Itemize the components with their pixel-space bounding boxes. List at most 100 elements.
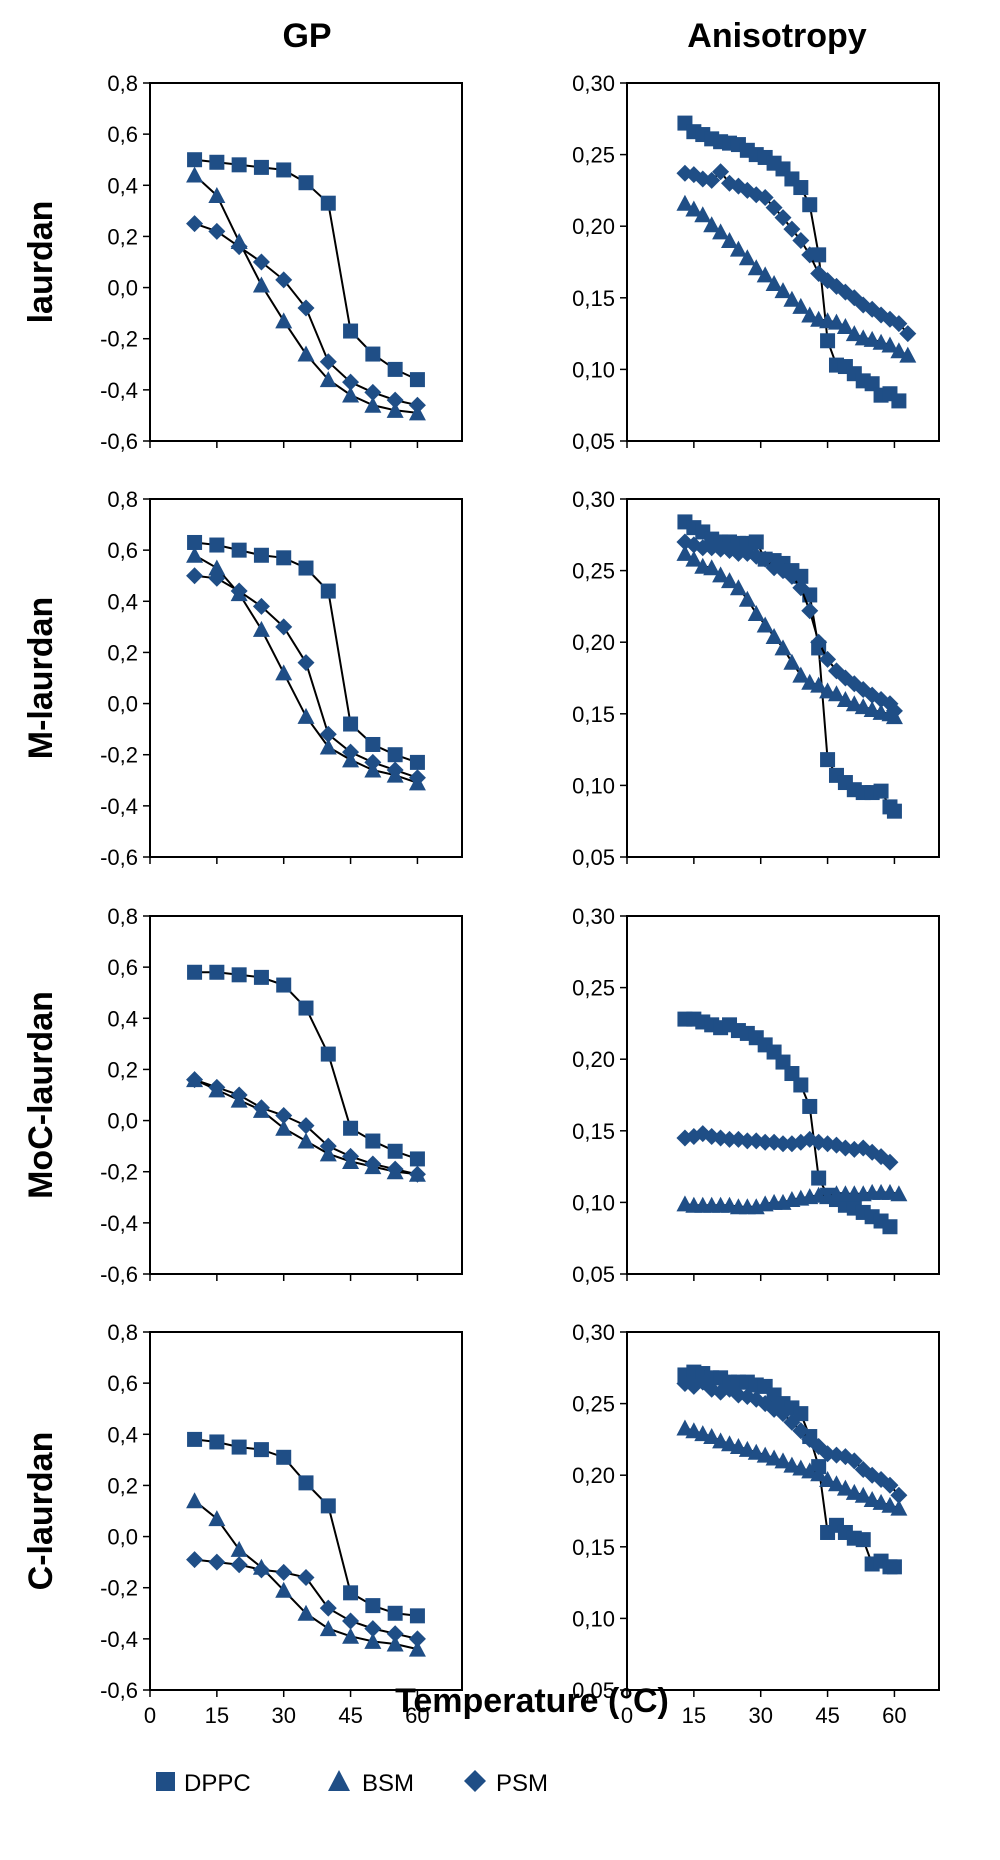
panel-laurdan-gp-bsm-point — [342, 386, 360, 403]
legend: DPPC BSM PSM — [156, 1770, 548, 1797]
panel-m-laurdan-anisotropy-psm-point — [885, 702, 903, 720]
panel-laurdan-anisotropy-ytick-label: 0,05 — [572, 429, 615, 454]
panel-m-laurdan-gp-dppc-point — [365, 736, 381, 752]
panel-moc-laurdan-anisotropy-ytick-label: 0,25 — [572, 976, 615, 1001]
panel-moc-laurdan-gp-dppc-point — [409, 1151, 425, 1167]
panel-moc-laurdan-gp-dppc-point — [187, 964, 203, 980]
panel-m-laurdan-gp-psm-point — [252, 597, 270, 615]
panel-laurdan-gp-dppc-point — [276, 162, 292, 178]
panel-laurdan-anisotropy-dppc-point — [811, 247, 827, 263]
panel-laurdan-anisotropy-bsm-point — [827, 313, 845, 330]
panel-moc-laurdan-anisotropy-bsm-point — [890, 1185, 908, 1202]
panel-laurdan-anisotropy-ytick-label: 0,25 — [572, 143, 615, 168]
panel-m-laurdan-anisotropy-psm-point — [792, 579, 810, 597]
panel-laurdan-anisotropy-bsm-point — [676, 194, 694, 211]
panel-m-laurdan-gp-ytick-label: -0,6 — [100, 845, 138, 870]
panel-laurdan-anisotropy-bsm-point — [899, 346, 917, 363]
panel-laurdan-anisotropy-psm-point — [801, 246, 819, 264]
panel-c-laurdan-gp-dppc-point — [409, 1608, 425, 1624]
panel-moc-laurdan-gp-dppc-point — [209, 964, 225, 980]
panel-laurdan-anisotropy-ytick-label: 0,15 — [572, 286, 615, 311]
panel-m-laurdan-anisotropy-psm-point — [801, 602, 819, 620]
panel-m-laurdan-gp-bsm-point — [252, 620, 270, 637]
legend-label-bsm: BSM — [362, 1770, 414, 1797]
panel-c-laurdan-anisotropy-psm-point — [890, 1486, 908, 1504]
panel-moc-laurdan-gp-psm-point — [297, 1117, 315, 1135]
panel-laurdan-gp-psm-point — [252, 253, 270, 271]
panel-moc-laurdan-gp-dppc-point — [298, 1000, 314, 1016]
panel-c-laurdan-anisotropy: 0,05 0,10 0,15 0,20 0,25 0,30 0 15 30 45 60 — [572, 1320, 940, 1728]
panel-c-laurdan-gp-ytick-label: 0,0 — [107, 1525, 138, 1550]
panel-laurdan-gp-dppc-point — [387, 361, 403, 377]
panel-m-laurdan-gp-frame — [149, 498, 463, 858]
panel-moc-laurdan-gp: -0,6 -0,4 -0,2 0,0 0,2 0,4 0,6 0,8 — [100, 904, 463, 1287]
panel-laurdan-gp-psm-point — [319, 353, 337, 371]
panel-laurdan-gp-dppc-point — [231, 157, 247, 173]
panel-c-laurdan-gp-psm-point — [319, 1599, 337, 1617]
panel-laurdan-anisotropy-psm-point — [774, 209, 792, 227]
panel-laurdan-anisotropy-bsm-point — [694, 206, 712, 223]
panel-laurdan-anisotropy-psm-point — [899, 325, 917, 343]
panel-c-laurdan-anisotropy-bsm-point — [890, 1499, 908, 1516]
panel-m-laurdan-anisotropy-ytick-label: 0,05 — [572, 845, 615, 870]
panel-moc-laurdan-anisotropy-psm-point — [774, 1135, 792, 1153]
panel-laurdan-anisotropy-psm-point — [783, 220, 801, 238]
panel-c-laurdan-gp-psm-point — [297, 1568, 315, 1586]
panel-m-laurdan-anisotropy-bsm-point — [738, 590, 756, 607]
legend-marker-dppc — [156, 1772, 175, 1791]
panel-moc-laurdan-anisotropy-dppc-point — [793, 1077, 809, 1093]
panel-laurdan-anisotropy-dppc-point — [802, 197, 818, 213]
panel-laurdan-gp-bsm-point — [252, 276, 270, 293]
panel-m-laurdan-gp-bsm-point — [186, 546, 204, 563]
panel-c-laurdan-gp-dppc-point — [365, 1598, 381, 1614]
legend-marker-psm — [464, 1770, 486, 1792]
panel-m-laurdan-anisotropy-bsm-point — [747, 605, 765, 622]
panel-c-laurdan-anisotropy-bsm-point — [836, 1479, 854, 1496]
panel-moc-laurdan-gp-ytick-label: -0,2 — [100, 1160, 138, 1185]
panel-c-laurdan-gp-psm-point — [408, 1630, 426, 1648]
panel-c-laurdan-anisotropy-psm-point — [792, 1422, 810, 1440]
panel-m-laurdan-gp-ytick-label: 0,2 — [107, 640, 138, 665]
panel-c-laurdan-gp: -0,6 -0,4 -0,2 0,0 0,2 0,4 0,6 0,8 0 15 30 45 60 — [100, 1320, 463, 1728]
panel-m-laurdan-anisotropy-bsm-point — [836, 690, 854, 707]
panel-moc-laurdan-gp-psm-point — [364, 1155, 382, 1173]
panel-c-laurdan-gp-xtick-label: 0 — [144, 1703, 156, 1728]
panel-laurdan-anisotropy-bsm-point — [729, 240, 747, 257]
panel-c-laurdan-gp-dppc-point — [187, 1431, 203, 1447]
panel-c-laurdan-anisotropy-bsm-point — [827, 1475, 845, 1492]
panel-m-laurdan-anisotropy-dppc-point — [873, 783, 889, 799]
panel-laurdan-gp-frame — [149, 82, 463, 442]
panel-c-laurdan-anisotropy-dppc-point — [793, 1406, 809, 1422]
panel-m-laurdan-gp-dppc-point — [387, 747, 403, 763]
panel-c-laurdan-gp-dppc-point — [387, 1605, 403, 1621]
panel-m-laurdan-anisotropy-dppc-point — [793, 568, 809, 584]
panel-c-laurdan-gp-psm-point — [386, 1625, 404, 1643]
panel-c-laurdan-anisotropy-xtick-label: 15 — [682, 1703, 706, 1728]
panel-m-laurdan-anisotropy-dppc-point — [748, 534, 764, 550]
column-title-anisotropy: Anisotropy — [687, 17, 867, 55]
panel-laurdan-gp-dppc-point — [209, 154, 225, 170]
panel-moc-laurdan-gp-psm-point — [252, 1099, 270, 1117]
row-title-moc-laurdan: MoC-laurdan — [22, 991, 60, 1199]
panel-moc-laurdan-gp-dppc-point — [276, 977, 292, 993]
panel-m-laurdan-anisotropy-bsm-point — [676, 544, 694, 561]
panel-moc-laurdan-gp-ytick-label: 0,2 — [107, 1057, 138, 1082]
panel-laurdan-anisotropy-bsm-point — [774, 282, 792, 299]
panel-c-laurdan-gp-ytick-label: 0,8 — [107, 1320, 138, 1345]
panel-laurdan-anisotropy-psm-point — [756, 189, 774, 207]
panel-moc-laurdan-anisotropy-psm-point — [756, 1133, 774, 1151]
panel-m-laurdan-gp-ytick-label: 0,8 — [107, 487, 138, 512]
column-title-gp: GP — [282, 17, 331, 55]
panel-laurdan-anisotropy-ytick-label: 0,10 — [572, 357, 615, 382]
panel-moc-laurdan-gp-ytick-label: -0,4 — [100, 1211, 138, 1236]
panel-c-laurdan-anisotropy-bsm-point — [854, 1486, 872, 1503]
panel-moc-laurdan-gp-psm-point — [319, 1137, 337, 1155]
panel-c-laurdan-gp-psm-point — [186, 1551, 204, 1569]
panel-c-laurdan-anisotropy-ytick-label: 0,25 — [572, 1392, 615, 1417]
panel-laurdan-gp-psm-point — [297, 299, 315, 317]
panel-laurdan-gp-bsm-point — [319, 371, 337, 388]
panels: laurdan M-laurdan MoC-laurdan C-laurdan -0,6… — [22, 71, 940, 1728]
panel-c-laurdan-anisotropy-ytick-label: 0,30 — [572, 1320, 615, 1345]
panel-c-laurdan-gp-dppc-point — [298, 1475, 314, 1491]
panel-laurdan-gp-ytick-label: -0,2 — [100, 327, 138, 352]
